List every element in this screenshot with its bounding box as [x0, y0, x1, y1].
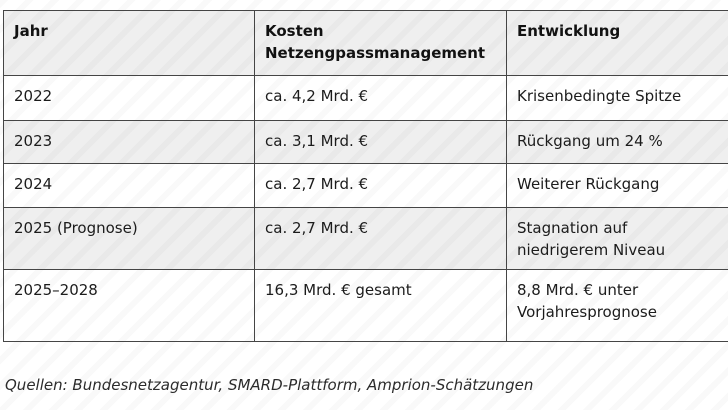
cell-kosten: ca. 2,7 Mrd. €: [254, 163, 507, 208]
column-header-jahr: Jahr: [3, 10, 255, 76]
cell-entwicklung: Rückgang um 24 %: [506, 120, 728, 164]
cell-jahr: 2022: [3, 75, 255, 121]
cell-kosten: 16,3 Mrd. € gesamt: [254, 269, 507, 342]
cell-jahr: 2023: [3, 120, 255, 164]
cell-entwicklung: Stagnation auf niedrigerem Niveau: [506, 207, 728, 270]
cell-kosten: ca. 2,7 Mrd. €: [254, 207, 507, 270]
table-row-2022: 2022 ca. 4,2 Mrd. € Krisenbedingte Spitz…: [3, 75, 728, 121]
cell-jahr: 2025 (Prognose): [3, 207, 255, 270]
cell-jahr: 2024: [3, 163, 255, 208]
cell-kosten: ca. 3,1 Mrd. €: [254, 120, 507, 164]
cell-jahr: 2025–2028: [3, 269, 255, 342]
cell-kosten: ca. 4,2 Mrd. €: [254, 75, 507, 121]
cell-entwicklung: 8,8 Mrd. € unter Vorjahresprognose: [506, 269, 728, 342]
column-header-entwicklung: Entwicklung: [506, 10, 728, 76]
header-row: Jahr Kosten Netzengpassmanagement Entwic…: [3, 10, 728, 76]
netzengpass-cost-table: Jahr Kosten Netzengpassmanagement Entwic…: [3, 10, 728, 342]
table-row-2024: 2024 ca. 2,7 Mrd. € Weiterer Rückgang: [3, 163, 728, 208]
table-row-2025-prognose: 2025 (Prognose) ca. 2,7 Mrd. € Stagnatio…: [3, 207, 728, 270]
table-row-2025-2028: 2025–2028 16,3 Mrd. € gesamt 8,8 Mrd. € …: [3, 269, 728, 342]
cell-entwicklung: Krisenbedingte Spitze: [506, 75, 728, 121]
source-note: Quellen: Bundesnetzagentur, SMARD-Plattf…: [5, 376, 534, 394]
table-row-2023: 2023 ca. 3,1 Mrd. € Rückgang um 24 %: [3, 120, 728, 164]
cell-entwicklung: Weiterer Rückgang: [506, 163, 728, 208]
column-header-kosten: Kosten Netzengpassmanagement: [254, 10, 507, 76]
